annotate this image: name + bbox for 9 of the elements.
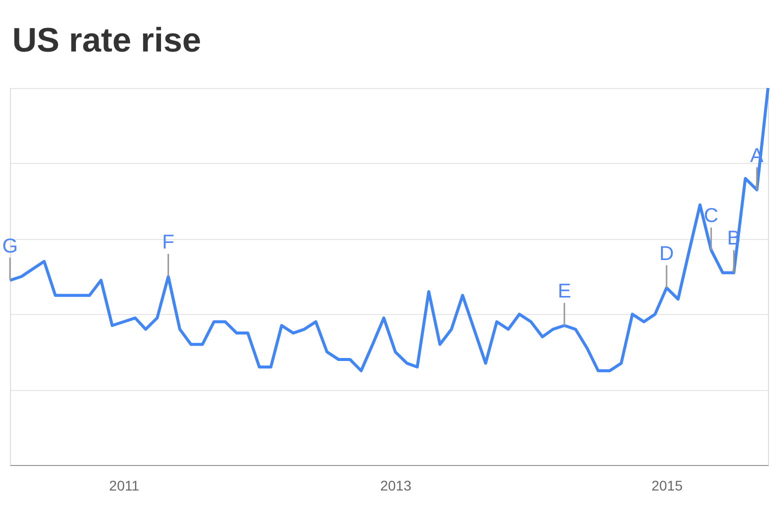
annotation: F	[162, 232, 174, 254]
chart-title: US rate rise	[12, 22, 202, 60]
annotation: E	[558, 280, 572, 303]
annotation: D	[659, 242, 674, 265]
x-tick-label: 2011	[109, 478, 140, 494]
x-tick-label: 2015	[651, 478, 683, 494]
annotation: G	[2, 235, 18, 258]
x-tick-label: 2013	[380, 478, 412, 494]
annotation: C	[704, 205, 718, 228]
